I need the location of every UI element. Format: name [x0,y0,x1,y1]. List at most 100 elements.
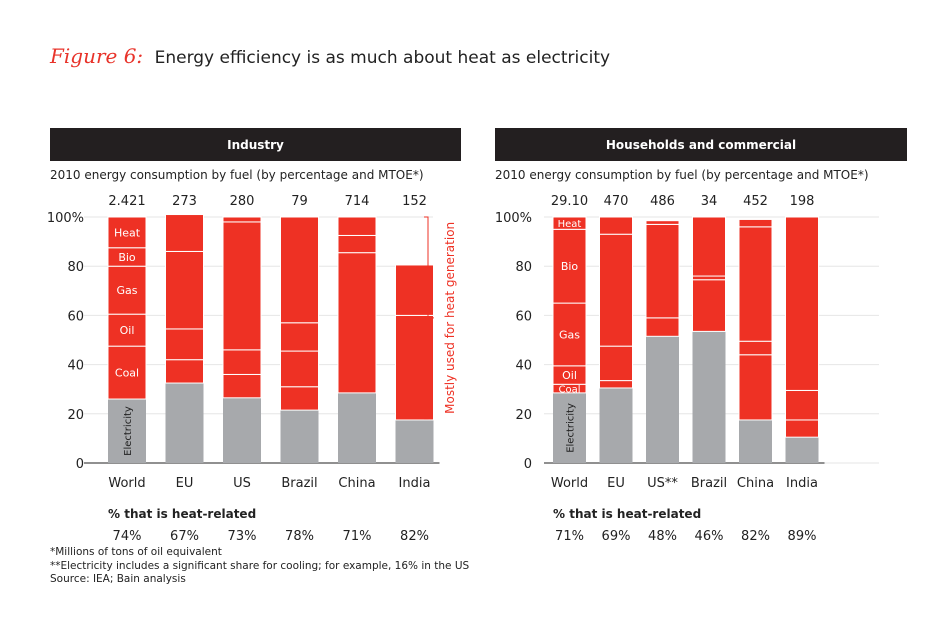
p1-bar-1-oil [165,328,204,361]
p2-category-label-2: US** [647,476,678,491]
p1-bar-0-electricity [108,399,146,463]
p1-category-label-4: China [338,476,375,491]
p1-bar-3-oil [280,350,319,388]
p2-bar-5-coal [785,419,819,438]
p1-bar-5-electricity [395,419,434,463]
p2-segment-label-coal: Coal [558,385,580,396]
p2-y-tick-80: 80 [515,260,532,275]
p2-bar-4-oil [738,340,773,356]
p1-category-label-3: Brazil [281,476,317,491]
p1-bar-1-bio [165,214,204,252]
p1-bar-0-oil [107,313,147,347]
p1-bar-1-electricity [165,383,204,463]
p2-subtitle: 2010 energy consumption by fuel (by perc… [495,168,869,182]
p2-bar-1-coal [599,380,633,389]
p2-bar-5-gas [785,216,819,391]
p1-category-label-5: India [399,476,431,491]
p1-bar-3-coal [280,386,319,411]
p2-bar-2-bio [645,220,680,225]
p2-category-label-0: World [551,476,588,491]
p2-bar-1-electricity [599,387,633,463]
p1-total-label-0: 2.421 [108,194,145,209]
p2-segment-label-bio: Bio [561,260,579,273]
p2-y-tick-0: 0 [524,457,532,472]
p1-segment-label-heat: Heat [114,226,141,239]
p1-bar-4-electricity [338,392,376,463]
p1-bar-4-gas [337,252,377,394]
p1-total-label-5: 152 [402,194,427,209]
p2-bar-2-gas [645,223,680,319]
p1-heat-value-2: 73% [228,529,257,544]
p2-heat-related-label: % that is heat-related [553,507,701,521]
p1-heat-value-1: 67% [170,529,199,544]
footnote-source: Source: IEA; Bain analysis [50,573,186,585]
p2-total-label-1: 470 [604,194,629,209]
p1-y-tick-100: 100% [47,211,84,226]
p1-bar-2-gas [222,221,262,351]
p2-heat-value-1: 69% [602,529,631,544]
p1-bar-3-bio [280,216,319,324]
p1-bar-5-coal [395,314,434,421]
p2-bar-1-oil [599,345,633,382]
p1-y-tick-60: 60 [67,309,84,324]
p2-category-label-4: China [737,476,774,491]
p1-panel-title: Industry [227,138,284,152]
p1-bar-2-oil [222,349,262,375]
p1-bar-2-bio [222,216,262,223]
p1-heat-value-3: 78% [285,529,314,544]
footnotes: *Millions of tons of oil equivalent **El… [50,546,469,587]
p1-bracket [424,216,434,420]
footnote-cooling: **Electricity includes a significant sha… [50,559,470,572]
p2-total-label-5: 198 [790,194,815,209]
p2-segment-label-electricity: Electricity [566,403,577,453]
p2-bar-4-gas [738,226,773,342]
p1-heat-value-0: 74% [113,529,142,544]
p1-bar-4-bio [337,234,377,254]
p2-bar-0-electricity [553,392,586,463]
footnote-mtoe: *Millions of tons of oil equivalent [50,546,222,558]
p2-bar-2-oil [645,317,680,337]
p2-bar-4-coal [738,354,773,421]
p2-heat-value-0: 71% [555,529,584,544]
p1-heat-value-4: 71% [343,529,372,544]
p1-bar-5-oil [395,264,434,316]
p2-segment-label-gas: Gas [559,328,580,341]
p1-category-label-1: EU [176,476,194,491]
p1-total-label-1: 273 [172,194,197,209]
p1-bar-2-electricity [223,397,261,463]
p1-total-label-3: 79 [291,194,308,209]
p1-total-label-2: 280 [230,194,255,209]
p2-y-tick-40: 40 [515,359,532,374]
p2-y-tick-20: 20 [515,408,532,423]
p1-category-label-0: World [108,476,145,491]
p1-heat-related-label: % that is heat-related [108,507,256,521]
p2-bar-5-oil [785,389,819,421]
p2-category-label-5: India [786,476,818,491]
p1-segment-label-coal: Coal [115,367,139,380]
p2-panel-title: Households and commercial [606,138,796,152]
p1-bar-2-coal [222,373,262,399]
p2-bar-1-bio [599,216,633,235]
p2-bar-0-heat [552,216,587,230]
p2-total-label-0: 29.10 [551,194,588,209]
p1-panel-header [50,128,461,161]
p1-bar-1-gas [165,250,204,330]
figure-title-text: Energy efficiency is as much about heat … [154,48,611,68]
p1-bar-3-gas [280,322,319,352]
p2-heat-value-3: 46% [695,529,724,544]
p2-category-label-1: EU [607,476,625,491]
p1-heat-value-5: 82% [400,529,429,544]
p2-category-label-3: Brazil [691,476,727,491]
p1-bar-1-coal [165,359,204,384]
p1-bar-0-heat [107,216,147,249]
p2-bar-3-electricity [692,331,726,463]
p1-segment-label-oil: Oil [120,324,135,337]
figure-label: Figure 6: [50,44,144,68]
p2-total-label-3: 34 [701,194,718,209]
p2-bar-2-electricity [646,336,679,463]
p1-total-label-4: 714 [345,194,370,209]
p2-bar-4-electricity [739,419,772,463]
p1-y-tick-0: 0 [76,457,84,472]
p2-heat-value-5: 89% [788,529,817,544]
